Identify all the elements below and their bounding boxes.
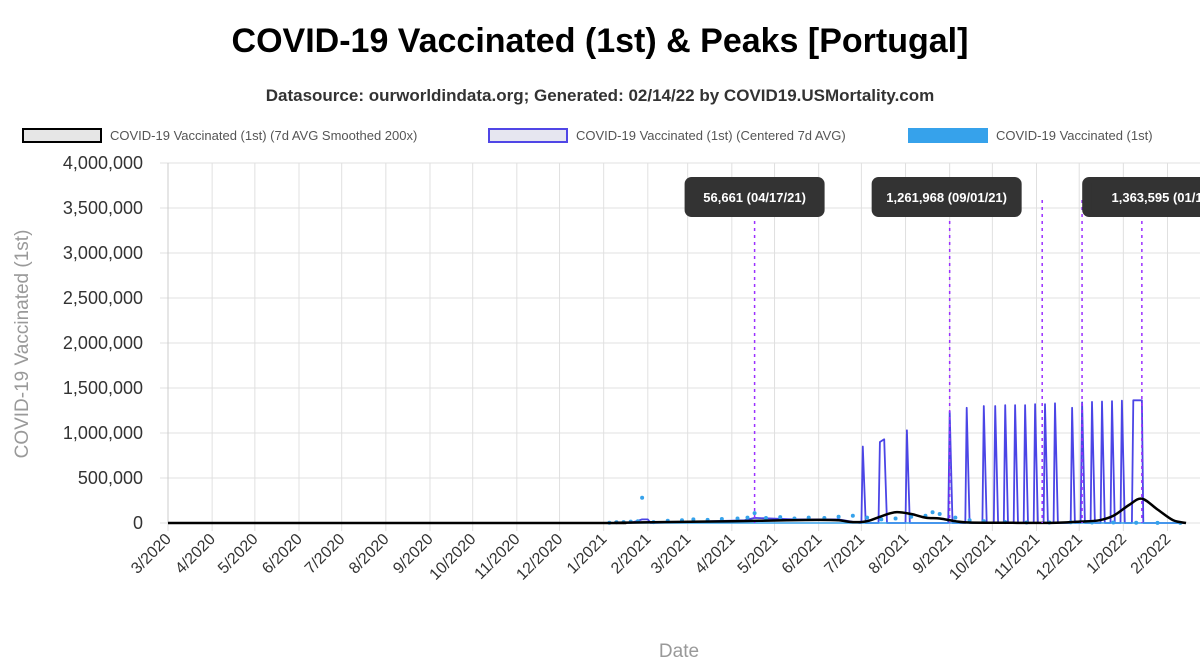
y-axis-label: COVID-19 Vaccinated (1st)	[12, 230, 33, 459]
peak-tooltip-label: 56,661 (04/17/21)	[703, 190, 806, 205]
x-tick-label: 7/2020	[302, 531, 349, 578]
x-tick-label: 3/2021	[648, 531, 695, 578]
raw-data-point	[735, 516, 740, 521]
legend-swatch-raw	[908, 127, 988, 143]
y-tick-label: 2,000,000	[63, 333, 143, 353]
x-tick-label: 2/2022	[1128, 531, 1175, 578]
peak-tooltip-label: 1,363,595 (01/14/22)	[1112, 190, 1200, 205]
x-tick-label: 10/2020	[427, 531, 480, 584]
legend-item-raw[interactable]: COVID-19 Vaccinated (1st)	[908, 124, 1153, 146]
raw-data-point	[640, 495, 645, 500]
raw-data-point	[879, 517, 884, 522]
raw-data-point	[806, 515, 811, 520]
chart-legend: COVID-19 Vaccinated (1st) (7d AVG Smooth…	[0, 124, 1200, 148]
legend-swatch-centered	[488, 127, 568, 143]
x-tick-label: 5/2020	[215, 531, 262, 578]
raw-data-point	[953, 515, 958, 520]
raw-data-point	[850, 513, 855, 518]
y-tick-label: 3,500,000	[63, 198, 143, 218]
y-tick-label: 500,000	[78, 468, 143, 488]
series-line-smoothed	[167, 497, 1187, 525]
raw-data-point	[930, 510, 935, 515]
x-tick-label: 10/2021	[946, 531, 999, 584]
y-tick-label: 0	[133, 513, 143, 533]
x-tick-label: 4/2021	[692, 531, 739, 578]
raw-data-point	[719, 516, 724, 521]
raw-data-point	[778, 515, 783, 520]
raw-data-point	[745, 515, 750, 520]
y-tick-label: 3,000,000	[63, 243, 143, 263]
x-tick-label: 6/2020	[259, 531, 306, 578]
peak-tooltip-label: 1,261,968 (09/01/21)	[886, 190, 1007, 205]
raw-data-point	[909, 514, 914, 519]
x-tick-label: 1/2021	[564, 531, 611, 578]
legend-item-smoothed[interactable]: COVID-19 Vaccinated (1st) (7d AVG Smooth…	[22, 124, 417, 146]
x-tick-label: 8/2021	[866, 531, 913, 578]
x-tick-label: 3/2020	[128, 531, 175, 578]
raw-data-point	[893, 516, 898, 521]
y-tick-label: 1,000,000	[63, 423, 143, 443]
x-tick-label: 4/2020	[172, 531, 219, 578]
x-tick-label: 6/2021	[779, 531, 826, 578]
chart-title: COVID-19 Vaccinated (1st) & Peaks [Portu…	[231, 22, 969, 60]
legend-label-smoothed: COVID-19 Vaccinated (1st) (7d AVG Smooth…	[110, 127, 418, 143]
x-tick-label: 8/2020	[346, 531, 393, 578]
chart-subtitle: Datasource: ourworldindata.org; Generate…	[265, 86, 935, 105]
x-tick-label: 2/2021	[608, 531, 655, 578]
x-tick-label: 5/2021	[735, 531, 782, 578]
x-tick-label: 12/2021	[1033, 531, 1086, 584]
raw-data-point	[752, 511, 757, 516]
x-axis-label: Date	[659, 641, 699, 662]
series-line-centered	[168, 399, 1186, 524]
y-tick-label: 1,500,000	[63, 378, 143, 398]
raw-data-point	[763, 516, 768, 521]
legend-swatch-smoothed	[22, 127, 102, 143]
raw-data-point	[865, 515, 870, 520]
peak-tooltip	[871, 177, 1022, 217]
legend-label-raw: COVID-19 Vaccinated (1st)	[996, 127, 1153, 143]
legend-label-centered: COVID-19 Vaccinated (1st) (Centered 7d A…	[576, 127, 846, 143]
y-tick-label: 4,000,000	[63, 153, 143, 173]
raw-data-point	[691, 517, 696, 522]
raw-data-point	[836, 514, 841, 519]
x-tick-label: 12/2020	[513, 531, 566, 584]
raw-data-point	[937, 512, 942, 516]
legend-item-centered[interactable]: COVID-19 Vaccinated (1st) (Centered 7d A…	[488, 124, 846, 146]
y-tick-label: 2,500,000	[63, 288, 143, 308]
peak-tooltip	[1091, 177, 1200, 217]
peak-tooltip	[684, 177, 825, 217]
x-tick-label: 7/2021	[822, 531, 869, 578]
x-tick-label: 1/2022	[1084, 531, 1131, 578]
